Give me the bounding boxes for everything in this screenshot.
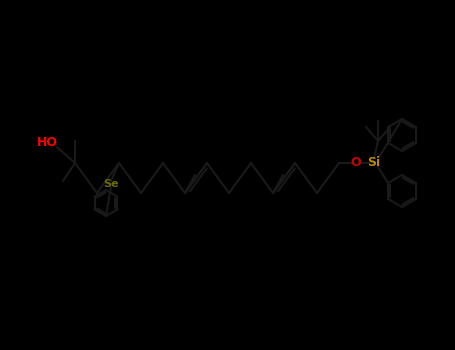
Text: Si: Si bbox=[368, 156, 380, 169]
Text: O: O bbox=[351, 156, 361, 169]
Text: Se: Se bbox=[103, 179, 119, 189]
Text: HO: HO bbox=[36, 136, 57, 149]
